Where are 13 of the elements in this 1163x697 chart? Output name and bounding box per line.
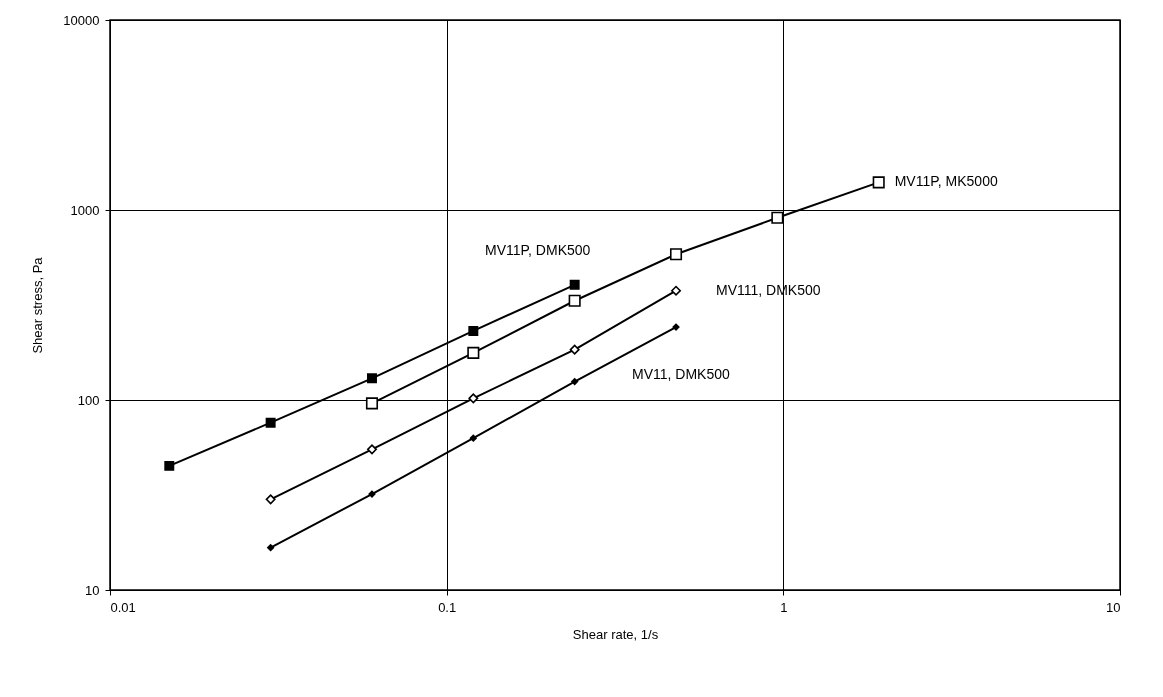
y-tick-label: 100: [77, 392, 100, 408]
x-tick-label: 1: [780, 599, 788, 615]
x-tick-label: 0.1: [438, 599, 457, 615]
x-tick-label: 0.01: [110, 599, 136, 615]
series-label: MV11P, MK5000: [894, 173, 998, 190]
y-tick-label: 10000: [63, 12, 100, 28]
y-axis-title: Shear stress, Pa: [30, 256, 46, 354]
y-tick-label: 10: [85, 582, 100, 598]
x-axis-title: Shear rate, 1/s: [572, 626, 659, 642]
series-label: MV11P, DMK500: [485, 241, 591, 258]
x-tick-label: 10: [1106, 599, 1121, 615]
y-tick-label: 1000: [70, 202, 100, 218]
series-label: MV11, DMK500: [632, 366, 731, 383]
